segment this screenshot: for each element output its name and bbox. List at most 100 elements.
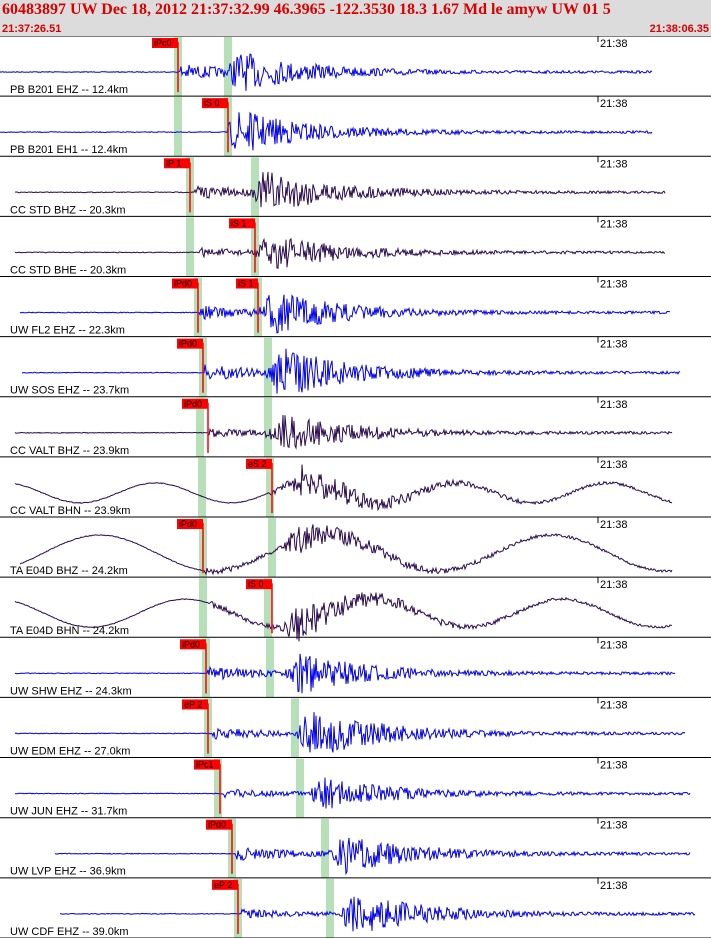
pick-label-text: iPd0 [184,399,202,409]
station-label: UW FL2 EHZ -- 22.3km [10,325,125,337]
pick-label: eS 2 [246,458,272,469]
minute-label: 21:38 [600,218,628,230]
station-label: PB B201 EHZ -- 12.4km [10,84,128,96]
pick-band-s [264,578,272,638]
pick-label-box [246,458,272,469]
minute-label: 21:38 [600,98,628,110]
pick-band-s [266,638,274,698]
pick-band-s [266,457,274,518]
pick-label: eP 2 [212,879,238,890]
pick-label-text: iS 1 [238,279,254,289]
minute-label: 21:38 [600,639,628,651]
pick-band-p [196,397,204,457]
waveform-trace [14,464,673,512]
station-label: CC STD BHE -- 20.3km [10,264,126,276]
waveform-trace [14,712,686,753]
pick-label: iPc1 [194,759,220,770]
pick-label-text: iPd0 [182,639,200,649]
pick-band-s [264,397,272,457]
pick-label-text: eP 2 [184,699,202,709]
pick-label-s: iS 1 [236,278,258,289]
pick-label-box [229,218,255,229]
station-label: TA E04D BHZ -- 24.2km [10,565,128,577]
pick-label-text: iPd0 [179,339,197,349]
station-label: CC STD BHZ -- 20.3km [10,204,126,216]
pick-band-s [264,337,272,397]
pick-band-s [296,758,304,818]
pick-label: iS 0 [202,98,228,109]
pick-label-box [164,158,190,169]
window-end-time: 21:38:06.35 [649,23,709,35]
pick-band-s [251,157,259,217]
pick-label: iP 1 [164,158,190,169]
station-label: UW CDF EHZ -- 39.0km [10,926,129,938]
pick-band-s [321,818,329,878]
waveform-trace [19,294,671,334]
pick-label-text: eS 2 [248,459,267,469]
pick-label-text: iPc0 [154,38,172,48]
waveform-trace [54,837,691,876]
minute-label: 21:38 [600,699,628,711]
waveform-trace [21,348,681,394]
station-label: UW SOS EHZ -- 23.7km [10,385,129,397]
waveform-trace [14,653,676,694]
pick-label-text: eP 2 [214,880,232,890]
pick-band-p [174,97,182,157]
window-start-time: 21:37:26.51 [2,23,62,35]
pick-label: iPd0 [206,819,232,830]
pick-label-box [194,759,220,770]
pick-label-box [246,579,272,590]
event-title: 60483897 UW Dec 18, 2012 21:37:32.99 46.… [2,1,611,18]
pick-label-text: iPd0 [208,820,226,830]
minute-label: 21:38 [600,760,628,772]
minute-label: 21:38 [600,579,628,591]
pick-label-text: iP 1 [166,158,181,168]
waveform-trace [14,237,666,270]
station-label: UW EDM EHZ -- 27.0km [10,745,130,757]
station-label: PB B201 EH1 -- 12.4km [10,144,127,156]
pick-band-p [186,217,194,277]
waveform-trace [0,111,653,151]
pick-label: iS 0 [246,579,272,590]
seismogram-panel: iPc0 21:38 PB B201 EHZ -- 12.4km iS 0 21:38 P… [0,36,711,938]
pick-band-s [291,698,299,758]
minute-label: 21:38 [600,880,628,892]
pick-label: iPd0 [180,639,206,650]
minute-label: 21:38 [600,459,628,471]
minute-label: 21:38 [600,820,628,832]
station-label: UW JUN EHZ -- 31.7km [10,806,127,818]
pick-label-box [177,338,203,349]
pick-label: iPd0 [182,398,208,409]
pick-band-s [224,37,232,97]
minute-label: 21:38 [600,279,628,291]
station-label: UW SHW EHZ -- 24.3km [10,685,132,697]
pick-label-box [212,879,238,890]
station-label: CC VALT BHZ -- 23.9km [10,445,129,457]
pick-label-box [177,519,203,530]
pick-label-text: iS 0 [204,98,220,108]
minute-label: 21:38 [600,38,628,50]
pick-label-box [182,398,208,409]
waveform-trace [14,592,673,642]
waveform-trace [14,414,673,450]
pick-band-s [326,878,334,938]
station-label: TA E04D BHN -- 24.2km [10,625,129,637]
pick-label-text: iS 1 [231,218,247,228]
pick-band-p [199,578,207,638]
pick-label-box [182,699,208,710]
pick-label: iPc0 [152,38,178,48]
pick-label-box [172,278,198,289]
station-label: UW LVP EHZ -- 36.9km [10,866,126,878]
minute-label: 21:38 [600,519,628,531]
pick-band-s [268,518,276,578]
pick-label: iS 1 [229,218,255,229]
waveform-trace [0,53,653,91]
pick-band-p [214,758,222,818]
waveform-trace [19,524,673,576]
pick-label-text: iPd0 [174,279,192,289]
minute-label: 21:38 [600,339,628,351]
pick-label-box [152,38,178,48]
station-label: CC VALT BHN -- 23.9km [10,505,130,517]
pick-label-box [180,639,206,650]
waveform-trace [14,777,691,809]
